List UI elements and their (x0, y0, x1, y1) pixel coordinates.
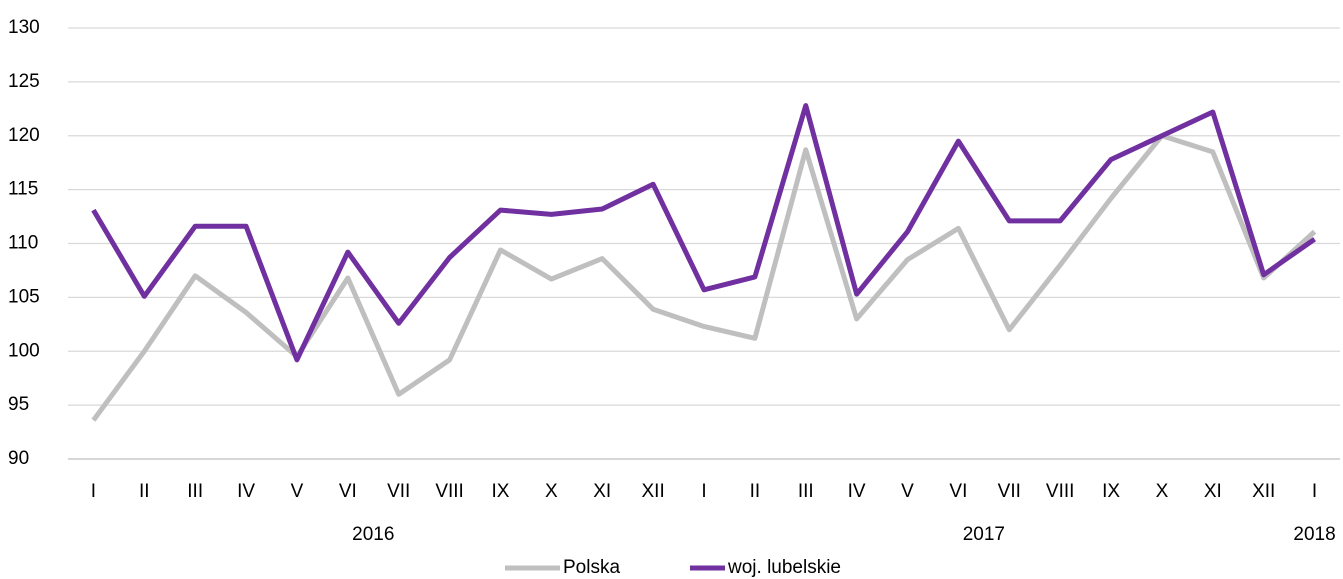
x-tick-label: IV (237, 481, 255, 502)
y-tick-label: 115 (8, 179, 38, 200)
legend-label: Polska (563, 557, 620, 578)
x-tick-label: XI (1204, 481, 1222, 502)
x-tick-label: IX (1102, 481, 1120, 502)
x-tick-label: V (901, 481, 914, 502)
x-tick-label: X (545, 481, 558, 502)
x-tick-label: VI (949, 481, 967, 502)
y-tick-label: 130 (8, 17, 40, 38)
y-tick-label: 100 (8, 340, 40, 361)
x-tick-label: VII (387, 481, 410, 502)
x-tick-label: II (750, 481, 761, 502)
x-group-label: 2017 (963, 524, 1005, 545)
x-tick-label: III (798, 481, 814, 502)
line-series (91, 133, 1317, 422)
x-tick-label: VIII (435, 481, 464, 502)
x-group-label: 2018 (1293, 524, 1335, 545)
x-tick-label: VIII (1046, 481, 1075, 502)
x-tick-label: III (187, 481, 203, 502)
legend-label: woj. lubelskie (727, 557, 841, 578)
x-tick-label: I (1312, 481, 1317, 502)
x-tick-label: I (91, 481, 96, 502)
x-tick-label: IX (492, 481, 510, 502)
x-group-label: 2016 (352, 524, 394, 545)
x-tick-label: IV (848, 481, 866, 502)
x-tick-label: X (1156, 481, 1169, 502)
y-tick-label: 95 (8, 394, 29, 415)
x-tick-label: I (701, 481, 706, 502)
y-tick-label: 110 (8, 233, 38, 254)
y-tick-label: 90 (8, 448, 29, 469)
x-tick-label: XII (642, 481, 665, 502)
y-tick-label: 105 (8, 286, 40, 307)
y-tick-label: 120 (8, 125, 40, 146)
line-series (91, 103, 1316, 363)
x-tick-label: II (139, 481, 150, 502)
x-tick-label: XI (593, 481, 611, 502)
x-tick-label: XII (1252, 481, 1275, 502)
x-tick-label: VII (998, 481, 1021, 502)
x-tick-label: V (291, 481, 304, 502)
x-tick-label: VI (339, 481, 357, 502)
y-tick-label: 125 (8, 71, 40, 92)
